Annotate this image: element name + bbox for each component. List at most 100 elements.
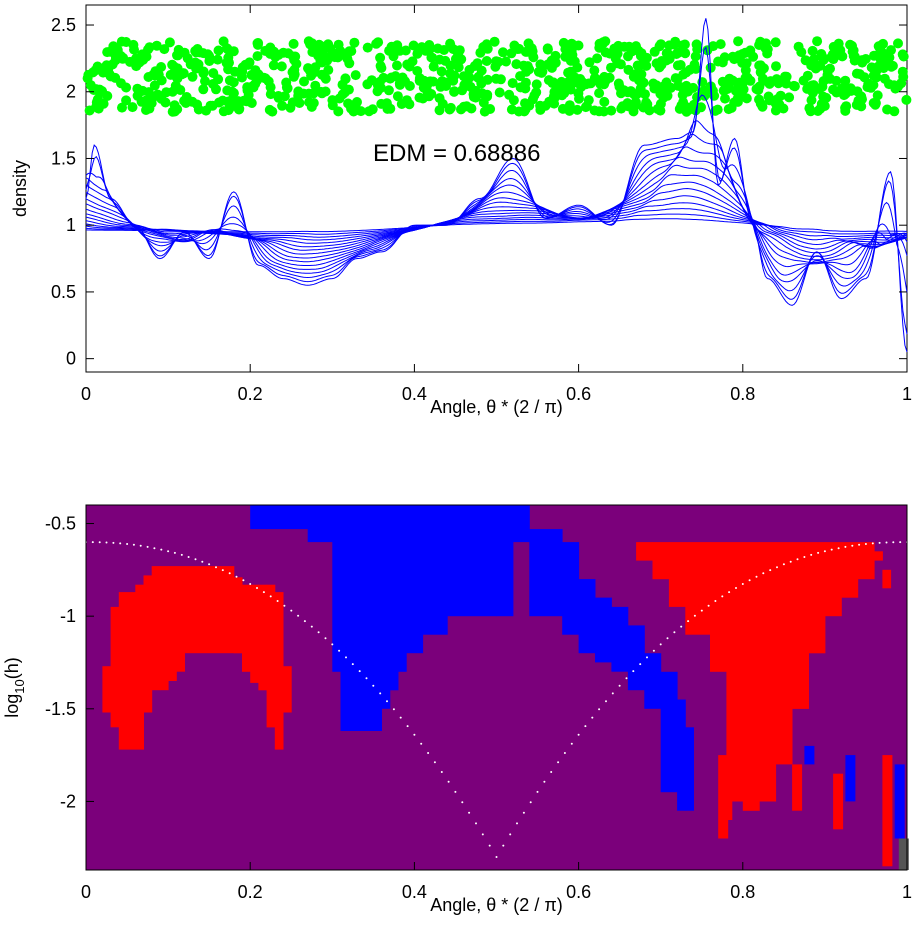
sample-point <box>204 56 215 66</box>
sample-point <box>190 46 201 56</box>
boundary-dot <box>379 692 382 695</box>
sample-point <box>432 43 443 54</box>
boundary-dot <box>735 587 737 589</box>
sample-point <box>623 64 634 75</box>
sample-point <box>641 60 652 71</box>
sample-point <box>450 54 461 64</box>
sample-point <box>872 90 883 101</box>
density-curve <box>85 218 907 233</box>
boundary-dot <box>741 583 744 585</box>
boundary-dot <box>454 790 457 793</box>
boundary-dot <box>776 566 778 569</box>
boundary-dot <box>98 541 101 544</box>
sample-point <box>584 57 595 68</box>
boundary-dot <box>495 856 498 858</box>
sample-point <box>536 67 547 78</box>
boundary-dot <box>687 620 690 623</box>
red-region-cell <box>274 592 284 750</box>
sample-point <box>83 69 94 80</box>
sample-point <box>784 92 795 103</box>
sample-point <box>412 66 423 76</box>
boundary-dot <box>146 545 149 548</box>
sample-point <box>159 44 170 55</box>
density-curve <box>85 120 908 283</box>
sample-point <box>544 96 555 107</box>
boundary-dot <box>317 631 320 634</box>
boundary-dot <box>228 572 231 575</box>
sample-point <box>770 105 781 116</box>
sample-point <box>117 53 128 64</box>
boundary-dot <box>509 833 512 836</box>
boundary-dot <box>652 649 655 652</box>
y-tick-label: 2.5 <box>51 15 76 35</box>
red-region-cell <box>143 575 153 713</box>
boundary-dot <box>864 543 867 545</box>
boundary-dot <box>605 700 607 703</box>
sample-point <box>458 71 469 82</box>
sample-points <box>82 36 912 117</box>
sample-point <box>524 100 535 111</box>
sample-point <box>97 86 108 97</box>
sample-point <box>141 95 152 106</box>
red-region-cell <box>176 566 185 672</box>
boundary-dot <box>516 822 518 825</box>
boundary-dot <box>899 541 902 544</box>
sample-point <box>800 55 811 66</box>
ylabel-part: (h) <box>2 657 22 679</box>
sample-point <box>276 61 287 72</box>
blue-region-cell <box>578 579 596 654</box>
density-y-axis-label: density <box>10 160 30 217</box>
sample-point <box>504 89 515 100</box>
sample-point <box>252 39 263 50</box>
boundary-dot <box>303 620 306 623</box>
red-region-cell <box>824 542 842 617</box>
boundary-dot <box>666 637 669 640</box>
sample-point <box>428 61 439 72</box>
red-region-cell <box>258 584 268 691</box>
sample-point <box>616 103 627 114</box>
boundary-dot <box>598 708 601 711</box>
sample-point <box>589 105 600 116</box>
sample-point <box>265 48 276 59</box>
sample-point <box>901 94 912 105</box>
sample-point <box>402 59 413 70</box>
sample-point <box>392 60 402 71</box>
sample-point <box>294 98 305 108</box>
sample-point <box>288 38 299 49</box>
boundary-dot <box>413 733 416 736</box>
boundary-dot <box>221 569 224 572</box>
sample-point <box>763 91 774 102</box>
x-tick-label: 0.2 <box>238 384 263 404</box>
sample-point <box>479 106 490 117</box>
boundary-dot <box>769 569 772 572</box>
blue-region-cell <box>422 505 448 635</box>
sample-point <box>149 80 160 91</box>
sample-point <box>242 85 253 96</box>
sample-point <box>513 106 524 117</box>
red-region-cell <box>168 566 177 681</box>
boundary-dot <box>536 790 539 793</box>
sample-point <box>692 92 702 103</box>
sample-point <box>857 55 868 66</box>
boundary-dot <box>468 811 471 814</box>
sample-point <box>845 39 856 50</box>
y-tick-label: 1.5 <box>51 148 76 168</box>
boundary-dot <box>611 692 614 695</box>
sample-point <box>890 83 901 94</box>
boundary-dot <box>269 595 272 598</box>
boundary-dot <box>646 656 648 659</box>
sample-point <box>475 47 486 58</box>
sample-point <box>886 61 897 72</box>
blue-region-cell <box>644 653 662 709</box>
boundary-dot <box>119 542 122 545</box>
sample-point <box>112 45 123 55</box>
sample-point <box>494 87 505 98</box>
sample-point <box>719 52 730 63</box>
red-region-cell <box>159 566 169 691</box>
boundary-dot <box>187 556 190 558</box>
boundary-dot <box>728 591 731 594</box>
sample-point <box>690 51 701 62</box>
boundary-dot <box>570 742 573 745</box>
boundary-dot <box>488 844 491 847</box>
sample-point <box>340 74 351 84</box>
